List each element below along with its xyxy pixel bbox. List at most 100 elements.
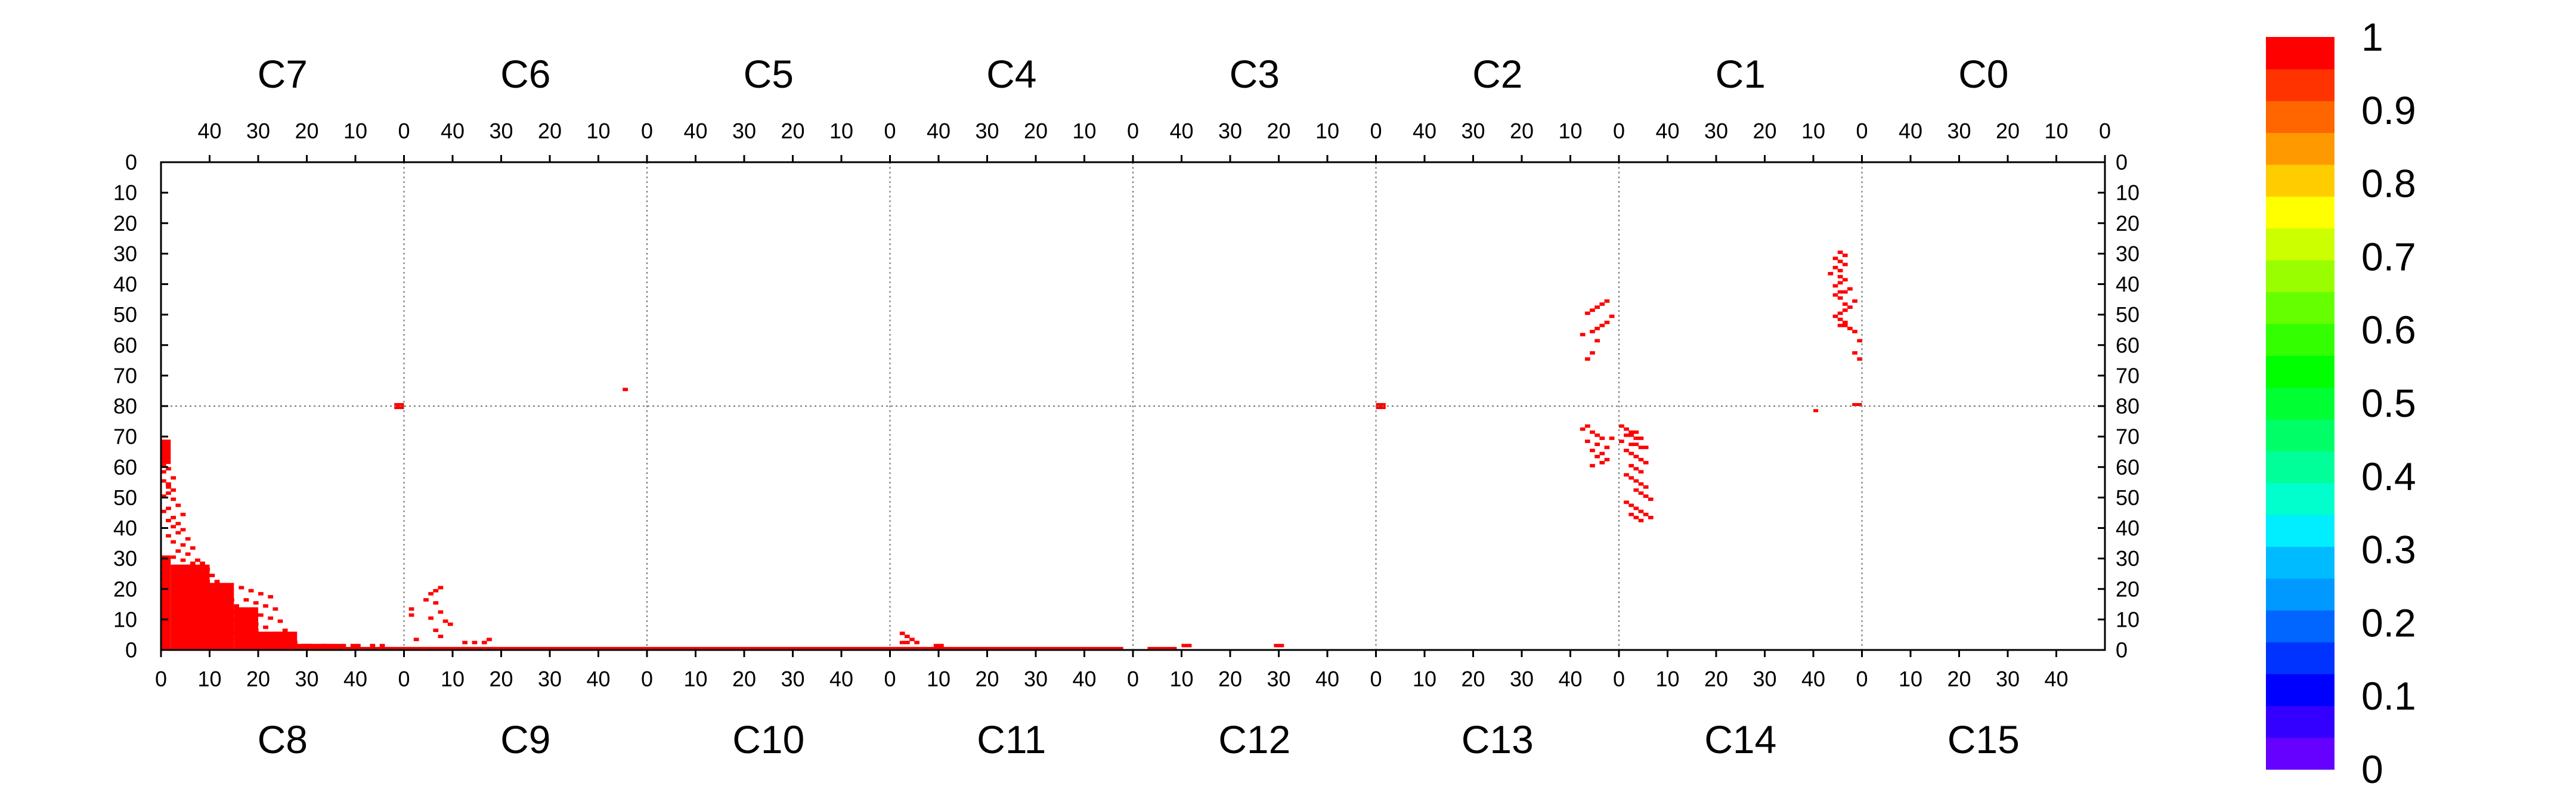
heat-cell-8-14 — [1609, 436, 1615, 440]
heat-cell-0-90 — [277, 619, 283, 623]
top-tick-label: 0 — [398, 119, 410, 143]
heat-cell-7-27 — [1638, 491, 1644, 495]
right-y-tick-label: 30 — [2116, 546, 2140, 571]
left-y-tick-label: 30 — [113, 546, 137, 571]
heat-cell-0-104 — [287, 643, 293, 648]
heat-cell-1-15 — [472, 640, 478, 645]
heat-cell-0-36 — [195, 577, 200, 581]
heat-cell-7-36 — [1628, 512, 1634, 516]
heat-cell-5-20 — [1832, 284, 1838, 288]
colorbar-swatch — [2266, 37, 2334, 70]
top-tick-label: 30 — [975, 119, 999, 143]
heat-cell-7-34 — [1648, 516, 1654, 519]
left-y-tick-label: 80 — [113, 394, 137, 419]
heat-block-9 — [1147, 646, 1177, 650]
heat-cell-5-28 — [1837, 259, 1843, 264]
left-y-tick-label: 40 — [113, 272, 137, 296]
colorbar-swatch — [2266, 164, 2334, 197]
heat-cell-0-100 — [282, 643, 288, 648]
top-tick-label: 40 — [197, 119, 221, 143]
colorbar-tick-label: 0.8 — [2361, 162, 2416, 206]
colorbar: 1 0.9 0.8 0.7 0.6 0.5 0.4 0.3 0.2 0.1 0 — [2266, 15, 2416, 791]
heat-cell-0-53 — [224, 604, 230, 608]
colorbar-tick-label: 0.6 — [2361, 308, 2416, 352]
heat-cell-8-7 — [1590, 448, 1595, 453]
heat-cell-8-13 — [1590, 464, 1595, 467]
heat-cell-0-26 — [200, 561, 205, 565]
heat-cell-7-26 — [1633, 488, 1639, 492]
heat-cell-0-16 — [185, 537, 191, 541]
heat-cell-6-5 — [1594, 327, 1600, 330]
heat-cell-5-22 — [1842, 278, 1848, 281]
left-y-tick-label: 60 — [113, 333, 137, 357]
bottom-tick-label: 10 — [927, 667, 950, 691]
colorbar-swatch — [2266, 259, 2334, 292]
colorbar-tick-label: 0.2 — [2361, 600, 2416, 645]
heat-block-13 — [1813, 409, 1819, 413]
heat-cell-2-3 — [914, 640, 919, 645]
heat-cell-1-5 — [438, 586, 444, 590]
panel-label-c7: C7 — [258, 52, 308, 96]
heat-cell-0-81 — [258, 592, 264, 596]
right-y-tick-label: 40 — [2116, 272, 2140, 296]
heat-cell-7-7 — [1638, 436, 1644, 440]
heat-cell-5-4 — [1847, 327, 1853, 330]
heat-cell-0-39 — [190, 583, 196, 587]
heat-cell-0-23 — [195, 558, 200, 562]
heat-cell-5-8 — [1837, 317, 1843, 321]
heat-cell-7-19 — [1633, 467, 1639, 470]
heat-cell-0-94 — [273, 631, 278, 636]
top-tick-label: 10 — [2044, 119, 2068, 143]
heat-cell-0-3 — [161, 494, 166, 498]
heat-cell-7-23 — [1633, 479, 1639, 483]
heat-cell-5-6 — [1837, 323, 1843, 327]
bottom-tick-label: 10 — [441, 667, 465, 691]
left-y-tick-label: 70 — [113, 363, 137, 388]
x-axis-ticks: 40 30 20 10 0 0 10 20 30 40 40 30 20 10 0 0 10 20 30 40 40 30… — [155, 119, 2111, 691]
heat-cell-0-68 — [234, 626, 239, 629]
heat-cell-0-22 — [171, 555, 177, 559]
heat-cell-0-119 — [161, 464, 166, 467]
heat-cell-0-120 — [166, 467, 171, 470]
heat-cell-0-11 — [175, 522, 181, 525]
colorbar-swatch — [2266, 451, 2334, 484]
bottom-tick-label: 40 — [1558, 667, 1582, 691]
top-tick-label: 30 — [1947, 119, 1971, 143]
heat-cell-8-2 — [1594, 434, 1600, 437]
colorbar-swatch — [2266, 578, 2334, 611]
left-y-tick-label: 70 — [113, 425, 137, 449]
heat-cell-0-87 — [248, 610, 254, 614]
heat-cell-8-5 — [1594, 442, 1600, 447]
heat-cell-0-44 — [205, 589, 210, 593]
colorbar-swatch — [2266, 673, 2334, 707]
heat-cell-6-9 — [1584, 311, 1590, 315]
colorbar-tick-label: 0.4 — [2361, 454, 2416, 499]
heat-cell-7-30 — [1628, 503, 1634, 507]
top-tick-label: 30 — [1218, 119, 1242, 143]
heat-cell-3-1 — [1186, 643, 1192, 648]
bottom-tick-label: 0 — [1613, 667, 1625, 691]
panel-label-c4: C4 — [986, 52, 1036, 96]
top-tick-label: 20 — [538, 119, 562, 143]
heat-cell-0-118 — [379, 643, 385, 648]
heat-cell-2-4 — [899, 640, 905, 645]
heat-cell-5-25 — [1837, 268, 1843, 273]
heat-cell-0-111 — [340, 643, 346, 648]
heat-cell-0-48 — [209, 595, 215, 599]
heat-cell-5-5 — [1842, 323, 1848, 327]
colorbar-swatch — [2266, 387, 2334, 420]
bottom-tick-label: 20 — [1218, 667, 1242, 691]
heatmap-cells — [161, 250, 1863, 650]
heat-cell-2-1 — [904, 634, 910, 639]
heat-cell-0-75 — [234, 637, 239, 642]
top-tick-label: 30 — [1461, 119, 1485, 143]
heat-cell-0-50 — [229, 598, 234, 602]
heat-cell-0-83 — [243, 598, 249, 602]
top-tick-label: 0 — [1127, 119, 1139, 143]
panel-label-c9: C9 — [500, 717, 550, 761]
heat-cell-7-25 — [1643, 485, 1649, 489]
heat-cell-0-7 — [161, 509, 166, 513]
right-y-tick-label: 30 — [2116, 242, 2140, 266]
panel-label-c1: C1 — [1716, 52, 1766, 96]
left-y-tick-label: 40 — [113, 516, 137, 540]
